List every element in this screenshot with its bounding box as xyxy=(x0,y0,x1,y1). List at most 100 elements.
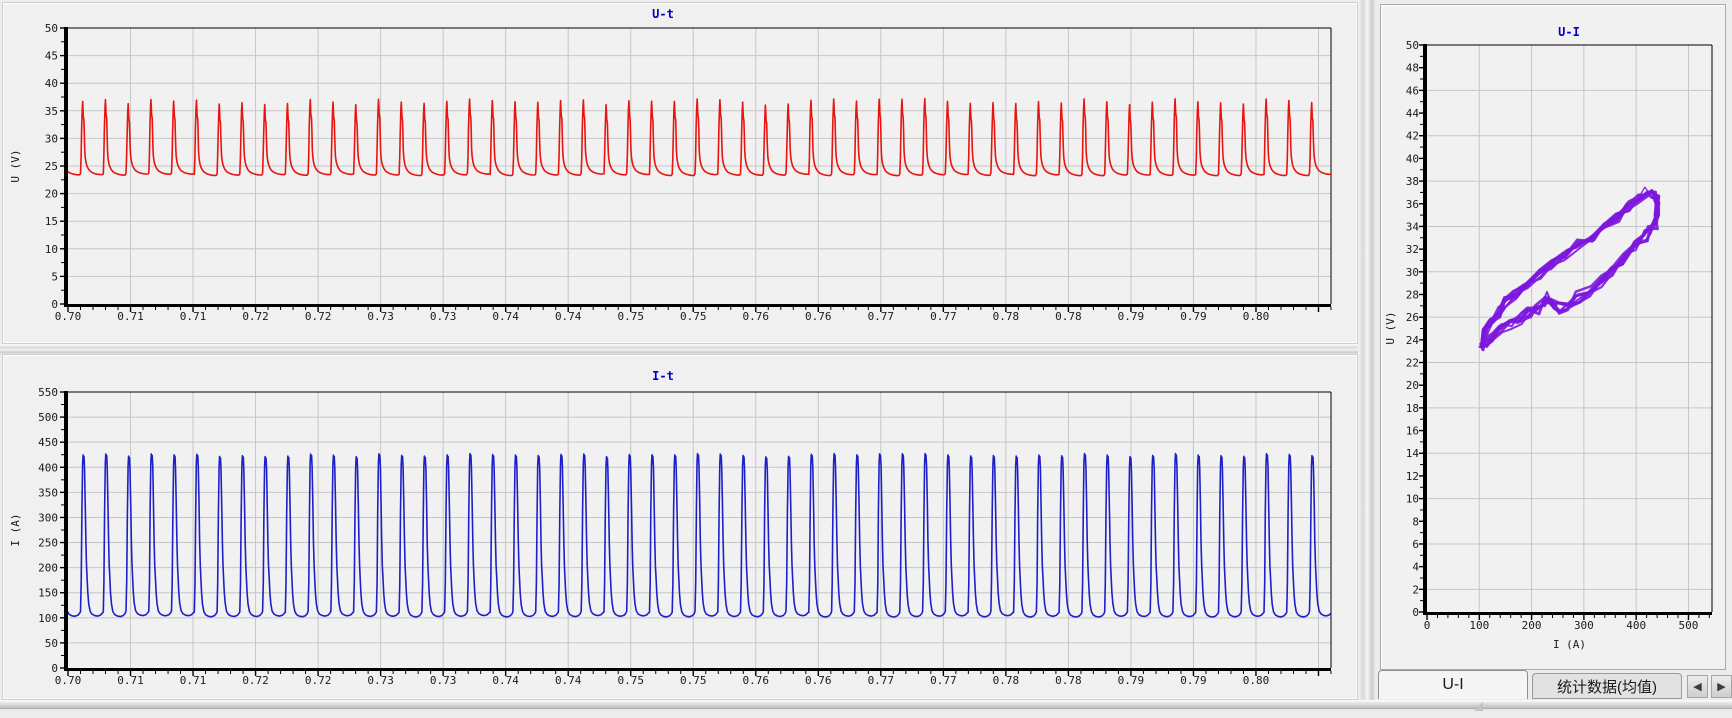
svg-text:44: 44 xyxy=(1406,107,1420,120)
svg-text:0.79: 0.79 xyxy=(1180,674,1207,687)
svg-text:4: 4 xyxy=(1412,561,1419,574)
svg-text:250: 250 xyxy=(38,537,58,550)
svg-text:0.70: 0.70 xyxy=(55,674,82,687)
svg-text:0.71: 0.71 xyxy=(117,310,144,323)
svg-text:0.73: 0.73 xyxy=(367,674,394,687)
svg-text:100: 100 xyxy=(38,612,58,625)
svg-text:26: 26 xyxy=(1406,311,1419,324)
svg-text:38: 38 xyxy=(1406,175,1419,188)
svg-text:36: 36 xyxy=(1406,198,1419,211)
svg-text:0: 0 xyxy=(51,298,58,311)
svg-text:10: 10 xyxy=(1406,493,1419,506)
svg-text:0.79: 0.79 xyxy=(1180,310,1207,323)
svg-text:500: 500 xyxy=(38,411,58,424)
svg-text:0: 0 xyxy=(1424,619,1431,632)
svg-text:350: 350 xyxy=(38,486,58,499)
svg-text:45: 45 xyxy=(45,50,58,63)
panel-voltage-current: 0 100 200 300 400 500 0 2 4 6 8 10 12 14 16 18 20 22 24 26 2… xyxy=(1380,4,1726,670)
svg-text:0.72: 0.72 xyxy=(305,674,332,687)
svg-text:500: 500 xyxy=(1679,619,1699,632)
svg-text:0.73: 0.73 xyxy=(430,674,457,687)
svg-text:28: 28 xyxy=(1406,288,1419,301)
svg-text:0.74: 0.74 xyxy=(492,310,519,323)
svg-text:12: 12 xyxy=(1406,470,1419,483)
svg-text:200: 200 xyxy=(1522,619,1542,632)
svg-text:300: 300 xyxy=(38,511,58,524)
svg-text:400: 400 xyxy=(38,461,58,474)
chart-voltage-current: 0 100 200 300 400 500024681012141618202224262… xyxy=(1384,25,1713,651)
svg-text:0.76: 0.76 xyxy=(743,310,770,323)
svg-text:150: 150 xyxy=(38,587,58,600)
svg-text:0.80: 0.80 xyxy=(1243,310,1270,323)
svg-text:0.71: 0.71 xyxy=(180,674,207,687)
svg-text:0.79: 0.79 xyxy=(1118,310,1145,323)
svg-text:2: 2 xyxy=(1412,583,1419,596)
svg-text:300: 300 xyxy=(1574,619,1594,632)
splitter-grip-icon xyxy=(1474,702,1483,711)
svg-text:U-I: U-I xyxy=(1558,25,1580,39)
tab-scroll-right-button[interactable]: ▶ xyxy=(1711,675,1732,698)
svg-text:0.73: 0.73 xyxy=(430,310,457,323)
svg-text:0.77: 0.77 xyxy=(930,310,957,323)
svg-text:25: 25 xyxy=(45,160,58,173)
svg-text:46: 46 xyxy=(1406,84,1419,97)
svg-text:20: 20 xyxy=(45,188,58,201)
svg-text:0: 0 xyxy=(51,662,58,675)
svg-text:5: 5 xyxy=(51,270,58,283)
svg-text:0.75: 0.75 xyxy=(617,674,644,687)
svg-text:0.77: 0.77 xyxy=(868,674,895,687)
svg-text:0.77: 0.77 xyxy=(930,674,957,687)
svg-text:50: 50 xyxy=(45,637,58,650)
vertical-splitter[interactable] xyxy=(1358,0,1376,700)
svg-text:0.70: 0.70 xyxy=(55,310,82,323)
svg-text:0.75: 0.75 xyxy=(680,310,707,323)
chart-voltage-time: 0.70 0.71 0.71 0.72 0.72 0.73 0.73 0.74 0.74 0.75… xyxy=(9,7,1332,323)
svg-text:400: 400 xyxy=(1626,619,1646,632)
svg-text:0.75: 0.75 xyxy=(680,674,707,687)
panel-current-time: 0.70 0.71 0.71 0.72 0.72 0.73 0.73 0.74 0.74 0.75… xyxy=(2,354,1358,700)
svg-text:0.78: 0.78 xyxy=(1055,310,1082,323)
svg-text:0.74: 0.74 xyxy=(555,674,582,687)
svg-text:40: 40 xyxy=(1406,152,1419,165)
svg-text:0.76: 0.76 xyxy=(805,674,832,687)
svg-text:0.78: 0.78 xyxy=(1055,674,1082,687)
svg-text:0.76: 0.76 xyxy=(743,674,770,687)
svg-text:200: 200 xyxy=(38,562,58,575)
svg-text:I-t: I-t xyxy=(652,369,674,383)
horizontal-splitter[interactable] xyxy=(0,344,1358,354)
tab-bar: U-I 统计数据(均值) ◀ ▶ xyxy=(1376,670,1732,700)
svg-text:0.77: 0.77 xyxy=(868,310,895,323)
svg-text:0.73: 0.73 xyxy=(367,310,394,323)
svg-text:0.74: 0.74 xyxy=(492,674,519,687)
svg-text:15: 15 xyxy=(45,215,58,228)
svg-text:24: 24 xyxy=(1406,334,1420,347)
svg-text:34: 34 xyxy=(1406,220,1420,233)
svg-text:0.79: 0.79 xyxy=(1118,674,1145,687)
left-arrow-icon: ◀ xyxy=(1693,680,1702,693)
svg-text:I (A): I (A) xyxy=(1553,638,1586,651)
panel-voltage-time: 0.70 0.71 0.71 0.72 0.72 0.73 0.73 0.74 0.74 0.75… xyxy=(2,2,1358,344)
chart-current-time: 0.70 0.71 0.71 0.72 0.72 0.73 0.73 0.74 0.74 0.75… xyxy=(9,369,1332,687)
svg-text:30: 30 xyxy=(1406,266,1419,279)
svg-text:20: 20 xyxy=(1406,379,1419,392)
svg-text:100: 100 xyxy=(1469,619,1489,632)
svg-text:0.78: 0.78 xyxy=(993,310,1020,323)
svg-text:0: 0 xyxy=(1412,606,1419,619)
svg-text:30: 30 xyxy=(45,132,58,145)
svg-text:0.71: 0.71 xyxy=(180,310,207,323)
svg-text:0.71: 0.71 xyxy=(117,674,144,687)
svg-text:42: 42 xyxy=(1406,130,1419,143)
right-panel: 0 100 200 300 400 500 0 2 4 6 8 10 12 14 16 18 20 22 24 26 2… xyxy=(1376,0,1732,700)
svg-text:0.74: 0.74 xyxy=(555,310,582,323)
svg-text:550: 550 xyxy=(38,386,58,399)
tab-scroll-left-button[interactable]: ◀ xyxy=(1687,675,1708,698)
tab-ui[interactable]: U-I xyxy=(1378,670,1528,699)
bottom-splitter[interactable] xyxy=(0,700,1732,713)
svg-text:35: 35 xyxy=(45,105,58,118)
svg-text:8: 8 xyxy=(1412,515,1419,528)
svg-text:0.78: 0.78 xyxy=(993,674,1020,687)
svg-text:10: 10 xyxy=(45,243,58,256)
tab-statistics[interactable]: 统计数据(均值) xyxy=(1532,673,1682,699)
svg-text:0.76: 0.76 xyxy=(805,310,832,323)
